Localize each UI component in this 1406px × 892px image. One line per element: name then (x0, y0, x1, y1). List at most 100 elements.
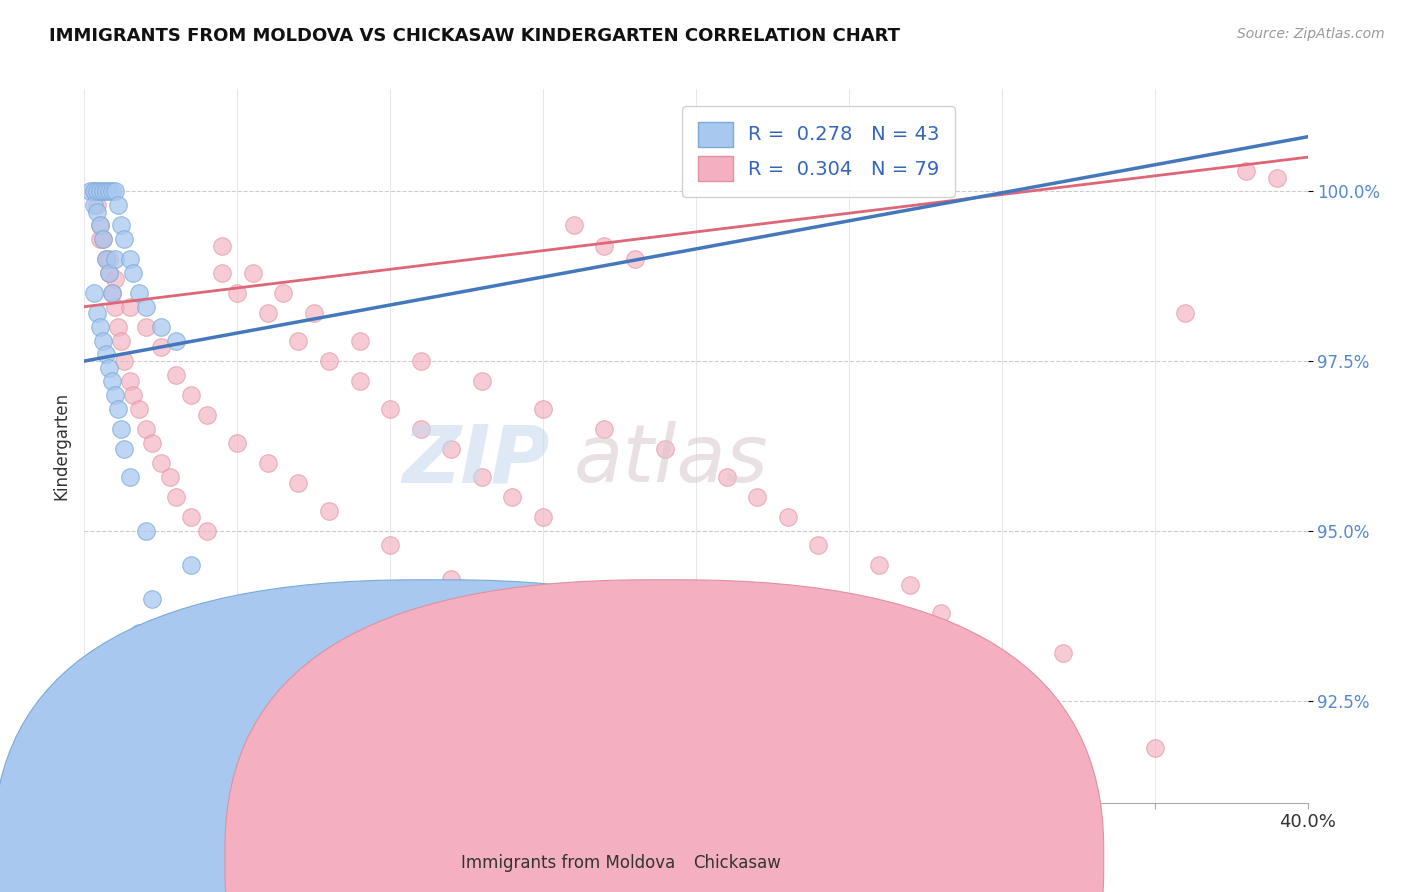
Point (149, 320, 172, 334)
Point (104, 184, 127, 198)
Point (624, 660, 647, 674)
Point (112, 354, 135, 368)
Point (502, 490, 524, 504)
Point (94, 184, 117, 198)
Point (86, 306, 108, 320)
Point (685, 680, 707, 694)
Point (112, 442, 135, 457)
Point (128, 401, 150, 416)
Point (440, 442, 463, 457)
Point (409, 354, 432, 368)
Point (226, 435, 249, 450)
Point (409, 422, 432, 436)
Point (112, 232, 135, 246)
Point (120, 673, 142, 688)
Point (97, 184, 120, 198)
Point (83, 286, 105, 301)
Point (122, 266, 145, 280)
Point (86, 198, 108, 212)
Point (83, 198, 105, 212)
Point (471, 469, 494, 483)
Point (91, 232, 114, 246)
Point (180, 558, 202, 572)
Point (120, 375, 142, 389)
Point (101, 286, 124, 301)
Point (440, 572, 463, 586)
Point (165, 368, 187, 382)
Point (562, 218, 585, 232)
Point (135, 300, 157, 314)
Point (94, 252, 117, 266)
Point (94, 252, 117, 266)
Point (380, 537, 402, 551)
Point (104, 252, 127, 266)
Point (94, 347, 117, 361)
Point (97, 360, 120, 375)
Point (531, 510, 554, 524)
Point (159, 469, 181, 483)
Point (101, 184, 124, 198)
Point (654, 442, 676, 457)
Point (318, 503, 340, 517)
Point (929, 606, 952, 620)
Y-axis label: Kindergarten: Kindergarten (52, 392, 70, 500)
Point (898, 578, 921, 592)
Point (141, 591, 163, 606)
Point (318, 354, 340, 368)
Point (86, 204, 108, 219)
Point (89, 232, 111, 246)
Point (91, 232, 114, 246)
Point (107, 198, 129, 212)
Point (135, 320, 157, 334)
Point (107, 320, 129, 334)
Point (128, 286, 150, 301)
Point (226, 286, 249, 301)
Text: Immigrants from Moldova: Immigrants from Moldova (461, 854, 675, 871)
Point (141, 435, 163, 450)
Point (624, 252, 647, 266)
Point (83, 184, 105, 198)
Point (1143, 741, 1166, 756)
Point (89, 218, 111, 232)
Legend: R =  0.278   N = 43, R =  0.304   N = 79: R = 0.278 N = 43, R = 0.304 N = 79 (682, 106, 955, 197)
Point (89, 218, 111, 232)
Point (149, 341, 172, 355)
Point (86, 184, 108, 198)
Point (195, 524, 218, 538)
Point (257, 456, 280, 470)
Point (110, 218, 132, 232)
Point (807, 537, 830, 551)
Point (1236, 163, 1258, 178)
Point (180, 388, 202, 402)
Point (1265, 170, 1288, 185)
Text: IMMIGRANTS FROM MOLDOVA VS CHICKASAW KINDERGARTEN CORRELATION CHART: IMMIGRANTS FROM MOLDOVA VS CHICKASAW KIN… (49, 27, 900, 45)
Point (716, 469, 738, 483)
Point (165, 490, 187, 504)
Point (302, 306, 325, 320)
Text: Chickasaw: Chickasaw (693, 854, 782, 871)
Point (747, 490, 769, 504)
Point (531, 401, 554, 416)
Point (104, 272, 127, 286)
Point (271, 286, 294, 301)
Point (135, 524, 157, 538)
Point (349, 375, 371, 389)
Point (838, 707, 860, 722)
Point (380, 401, 402, 416)
Text: ZIP: ZIP (402, 421, 550, 500)
Point (91, 334, 114, 348)
Point (104, 300, 127, 314)
Point (471, 375, 494, 389)
Point (120, 469, 142, 483)
Point (1052, 646, 1074, 660)
Point (135, 422, 157, 436)
Point (242, 266, 264, 280)
Text: atlas: atlas (574, 421, 769, 500)
Text: Source: ZipAtlas.com: Source: ZipAtlas.com (1237, 27, 1385, 41)
Point (149, 456, 172, 470)
Point (101, 286, 124, 301)
Point (180, 510, 202, 524)
Point (110, 422, 132, 436)
Point (79, 184, 101, 198)
Point (165, 334, 187, 348)
